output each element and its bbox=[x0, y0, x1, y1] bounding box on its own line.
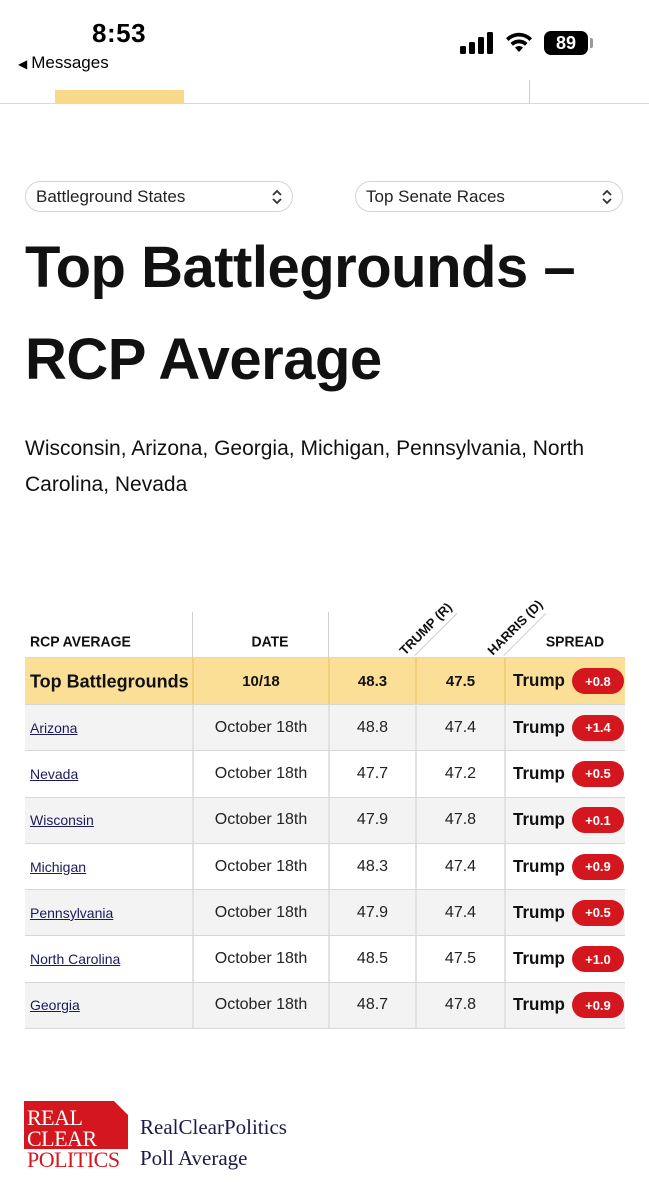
table-row: Georgia October 18th 48.7 47.8 Trump +0.9 bbox=[25, 981, 625, 1029]
row-leader: Trump bbox=[513, 809, 565, 830]
summary-spread-badge: +0.8 bbox=[571, 668, 624, 694]
back-label: Messages bbox=[31, 53, 109, 72]
row-leader: Trump bbox=[513, 948, 565, 969]
header-divider bbox=[328, 612, 329, 657]
header-date: DATE bbox=[251, 632, 289, 650]
state-link-wisconsin[interactable]: Wisconsin bbox=[30, 812, 94, 829]
top-senate-races-select[interactable]: Top Senate Races bbox=[355, 181, 623, 212]
wifi-icon bbox=[506, 32, 532, 52]
state-link-north-carolina[interactable]: North Carolina bbox=[30, 951, 121, 968]
summary-leader: Trump bbox=[513, 670, 565, 691]
chevron-up-down-icon bbox=[602, 189, 612, 205]
state-link-nevada[interactable]: Nevada bbox=[30, 765, 79, 782]
spread-badge: +0.9 bbox=[571, 992, 624, 1019]
row-harris: 47.8 bbox=[415, 982, 504, 1029]
state-link-georgia[interactable]: Georgia bbox=[30, 997, 80, 1014]
page-subtitle: Wisconsin, Arizona, Georgia, Michigan, P… bbox=[25, 437, 585, 496]
battery-nub bbox=[590, 38, 593, 48]
row-date: October 18th bbox=[192, 705, 328, 751]
table-row: Arizona October 18th 48.8 47.4 Trump +1.4 bbox=[25, 704, 625, 751]
row-date: October 18th bbox=[192, 843, 328, 890]
spread-badge: +0.5 bbox=[571, 899, 624, 926]
row-trump: 48.3 bbox=[328, 843, 415, 890]
status-bar: 8:53 ◀ Messages 89 bbox=[0, 0, 649, 80]
spread-badge: +0.9 bbox=[571, 853, 624, 880]
table-row: North Carolina October 18th 48.5 47.5 Tr… bbox=[25, 935, 625, 982]
nav-active-tab-indicator[interactable] bbox=[55, 90, 184, 104]
logo-corner-fold bbox=[114, 1101, 128, 1115]
row-leader: Trump bbox=[513, 717, 565, 738]
row-leader: Trump bbox=[513, 856, 565, 876]
row-harris: 47.2 bbox=[415, 751, 504, 797]
rcp-logo[interactable]: REAL CLEAR POLITICS bbox=[24, 1101, 128, 1169]
table-row: Pennsylvania October 18th 47.9 47.4 Trum… bbox=[25, 889, 625, 936]
table-row: Wisconsin October 18th 47.9 47.8 Trump +0… bbox=[25, 796, 625, 843]
row-leader: Trump bbox=[513, 902, 565, 923]
table-row: Michigan October 18th 48.3 47.4 Trump +0.… bbox=[25, 842, 625, 890]
row-harris: 47.4 bbox=[415, 890, 504, 936]
header-divider bbox=[192, 612, 193, 657]
row-harris: 47.8 bbox=[415, 797, 504, 843]
row-harris: 47.4 bbox=[415, 705, 504, 751]
summary-name: Top Battlegrounds bbox=[30, 669, 189, 691]
header-trump: TRUMP (R) bbox=[396, 599, 455, 658]
table-bottom-border bbox=[25, 1028, 625, 1030]
status-time: 8:53 bbox=[92, 18, 147, 48]
nav-divider bbox=[529, 80, 530, 104]
table-row: Nevada October 18th 47.7 47.2 Trump +0.5 bbox=[25, 750, 625, 797]
logo-line-real: REAL bbox=[27, 1105, 83, 1130]
top-nav-strip bbox=[0, 80, 649, 104]
row-trump: 47.9 bbox=[328, 797, 415, 843]
spread-badge: +0.1 bbox=[571, 807, 624, 834]
header-rcp-average: RCP AVERAGE bbox=[30, 632, 131, 650]
page-title: Top Battlegrounds – RCP Average bbox=[25, 235, 576, 392]
footer-poll-average: Poll Average bbox=[140, 1146, 248, 1170]
back-to-messages-link[interactable]: ◀ Messages bbox=[18, 53, 109, 73]
back-triangle-icon: ◀ bbox=[18, 57, 28, 71]
header-spread: SPREAD bbox=[545, 632, 605, 650]
logo-line-politics: POLITICS bbox=[24, 1149, 128, 1169]
row-date: October 18th bbox=[192, 751, 328, 797]
spread-badge: +1.0 bbox=[571, 946, 624, 973]
spread-badge: +0.5 bbox=[571, 760, 624, 787]
battery-icon: 89 bbox=[544, 31, 588, 55]
battleground-states-select-value: Battleground States bbox=[36, 187, 186, 206]
logo-line-clear: CLEAR bbox=[27, 1126, 97, 1151]
footer-caption: RealClearPolitics Poll Average bbox=[140, 1112, 287, 1174]
row-date: October 18th bbox=[192, 936, 328, 982]
row-trump: 48.5 bbox=[328, 936, 415, 982]
chevron-up-down-icon bbox=[272, 189, 282, 205]
summary-date: 10/18 bbox=[192, 658, 328, 704]
state-link-michigan[interactable]: Michigan bbox=[30, 858, 87, 875]
footer-brand: RealClearPolitics bbox=[140, 1115, 287, 1139]
summary-trump: 48.3 bbox=[328, 658, 415, 704]
row-trump: 48.7 bbox=[328, 982, 415, 1029]
summary-row: Top Battlegrounds 10/18 48.3 47.5 Trump … bbox=[25, 657, 625, 704]
table-header: RCP AVERAGE DATE TRUMP (R) HARRIS (D) SP… bbox=[25, 585, 625, 658]
row-leader: Trump bbox=[513, 763, 565, 784]
row-trump: 48.8 bbox=[328, 705, 415, 751]
row-harris: 47.4 bbox=[415, 843, 504, 890]
state-link-pennsylvania[interactable]: Pennsylvania bbox=[30, 904, 114, 921]
battleground-states-select[interactable]: Battleground States bbox=[25, 181, 293, 212]
row-harris: 47.5 bbox=[415, 936, 504, 982]
spread-badge: +1.4 bbox=[571, 714, 624, 741]
row-leader: Trump bbox=[513, 994, 565, 1015]
cellular-signal-icon bbox=[460, 32, 494, 54]
row-date: October 18th bbox=[192, 982, 328, 1029]
row-trump: 47.9 bbox=[328, 890, 415, 936]
summary-harris: 47.5 bbox=[415, 658, 504, 704]
row-date: October 18th bbox=[192, 890, 328, 936]
rcp-average-table: RCP AVERAGE DATE TRUMP (R) HARRIS (D) SP… bbox=[25, 585, 625, 1030]
row-trump: 47.7 bbox=[328, 751, 415, 797]
state-link-arizona[interactable]: Arizona bbox=[30, 719, 78, 736]
top-senate-races-select-value: Top Senate Races bbox=[366, 187, 505, 206]
row-date: October 18th bbox=[192, 797, 328, 843]
